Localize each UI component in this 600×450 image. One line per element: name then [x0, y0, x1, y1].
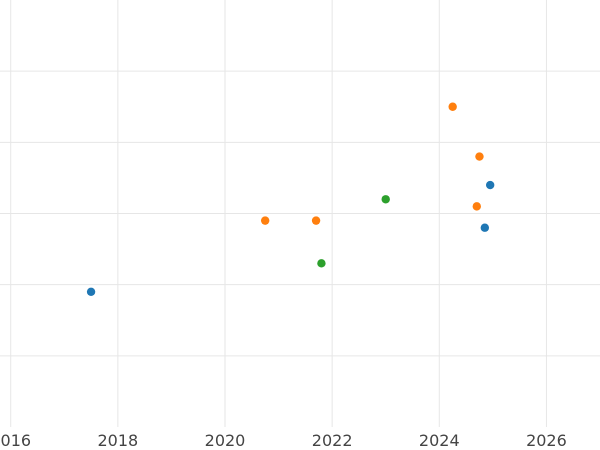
scatter-point-series-2	[260, 216, 270, 225]
scatter-point-series-2	[311, 216, 321, 225]
x-axis-tick-labels: 2016 2018 2020 2022 2024 2026	[0, 431, 567, 450]
x-tick-label: 2018	[97, 431, 138, 450]
x-tick-label: 2024	[419, 431, 460, 450]
scatter-point-series-2	[448, 102, 457, 111]
x-tick-label: 2026	[526, 431, 567, 450]
scatter-point-series-2	[475, 152, 484, 161]
scatter-point-series-3	[317, 259, 326, 268]
scatter-point-series-1	[86, 287, 96, 296]
data-points	[86, 102, 495, 296]
gridlines	[0, 0, 600, 427]
scatter-point-series-3	[381, 195, 390, 204]
scatter-point-series-1	[480, 223, 490, 232]
x-tick-label: 2022	[312, 431, 353, 450]
x-tick-label: 2020	[205, 431, 246, 450]
scatter-point-series-2	[472, 202, 481, 211]
x-tick-label: 2016	[0, 431, 31, 450]
scatter-point-series-1	[485, 180, 495, 190]
